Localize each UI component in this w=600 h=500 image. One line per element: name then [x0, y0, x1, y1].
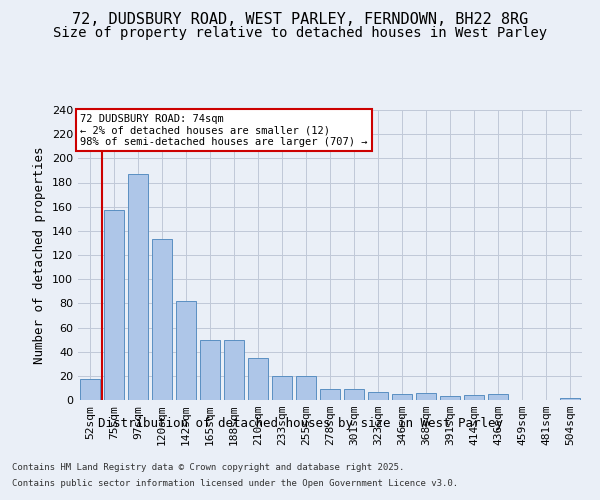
Text: Distribution of detached houses by size in West Parley: Distribution of detached houses by size … — [97, 418, 503, 430]
Bar — [248, 358, 268, 400]
Y-axis label: Number of detached properties: Number of detached properties — [34, 146, 46, 364]
Text: 72 DUDSBURY ROAD: 74sqm
← 2% of detached houses are smaller (12)
98% of semi-det: 72 DUDSBURY ROAD: 74sqm ← 2% of detached… — [80, 114, 368, 147]
Bar — [392, 394, 412, 400]
Bar — [296, 376, 316, 400]
Bar — [80, 380, 100, 400]
Bar — [176, 301, 196, 400]
Bar — [440, 396, 460, 400]
Bar — [368, 392, 388, 400]
Bar — [344, 389, 364, 400]
Bar — [224, 340, 244, 400]
Text: Contains HM Land Registry data © Crown copyright and database right 2025.: Contains HM Land Registry data © Crown c… — [12, 462, 404, 471]
Text: Contains public sector information licensed under the Open Government Licence v3: Contains public sector information licen… — [12, 479, 458, 488]
Text: Size of property relative to detached houses in West Parley: Size of property relative to detached ho… — [53, 26, 547, 40]
Bar — [104, 210, 124, 400]
Bar — [560, 398, 580, 400]
Bar — [416, 393, 436, 400]
Bar — [320, 389, 340, 400]
Bar — [200, 340, 220, 400]
Bar — [128, 174, 148, 400]
Text: 72, DUDSBURY ROAD, WEST PARLEY, FERNDOWN, BH22 8RG: 72, DUDSBURY ROAD, WEST PARLEY, FERNDOWN… — [72, 12, 528, 28]
Bar — [464, 395, 484, 400]
Bar — [152, 240, 172, 400]
Bar — [272, 376, 292, 400]
Bar — [488, 394, 508, 400]
